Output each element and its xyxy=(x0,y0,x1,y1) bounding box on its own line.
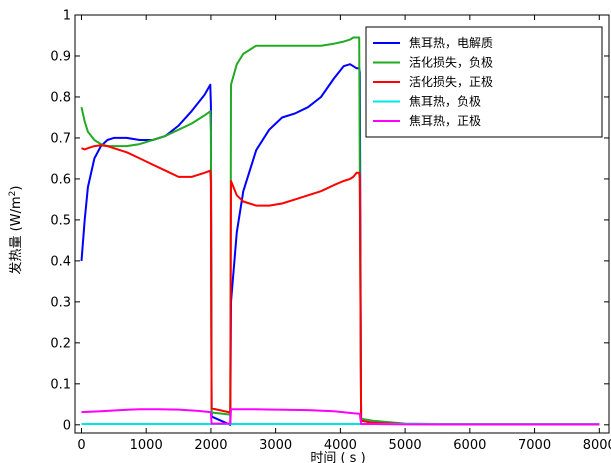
series-line-3 xyxy=(81,144,600,426)
y-tick-label: 0.7 xyxy=(50,131,71,146)
y-tick-label: 0.3 xyxy=(50,295,71,310)
x-axis-title: 时间 ( s ) xyxy=(310,451,365,463)
y-tick-label: 0.2 xyxy=(50,336,71,351)
y-tick-label: 0.9 xyxy=(50,49,71,64)
legend-label: 活化损失，正极 xyxy=(409,74,493,89)
series-layer xyxy=(80,36,600,426)
legend-label: 活化损失，负极 xyxy=(409,55,493,70)
y-tick-label: 0.1 xyxy=(50,377,71,392)
x-tick-label: 3000 xyxy=(259,438,292,453)
legend-label: 焦耳热，电解质 xyxy=(409,36,493,50)
series-line-2 xyxy=(80,36,600,426)
y-tick-label: 0 xyxy=(63,418,71,433)
y-axis-title: 发热量 (W/m2) xyxy=(8,186,24,275)
x-tick-label: 1000 xyxy=(130,438,163,453)
y-tick-label: 0.8 xyxy=(50,90,71,105)
x-tick-label: 2000 xyxy=(194,438,227,453)
x-tick-label: 4000 xyxy=(324,438,357,453)
y-tick-label: 0.4 xyxy=(50,254,71,269)
y-axis-title-close: ) xyxy=(9,186,24,191)
y-tick-label: 1 xyxy=(63,9,71,24)
legend-label: 焦耳热，正极 xyxy=(409,114,481,128)
y-axis-title-main: 发热量 (W/m xyxy=(8,196,24,274)
y-tick-label: 0.5 xyxy=(50,213,71,228)
legend-label: 焦耳热，负极 xyxy=(409,95,481,109)
x-tick-label: 7000 xyxy=(518,438,551,453)
y-axis-title-group: 发热量 (W/m2) xyxy=(8,186,24,275)
x-tick-label: 0 xyxy=(77,438,85,453)
y-axis-ticks: 0 0.1 0.2 0.3 0.4 0.5 0.6 0.7 0.8 0.9 1 xyxy=(50,9,609,433)
legend-box xyxy=(365,26,603,138)
y-tick-label: 0.6 xyxy=(50,172,71,187)
y-axis-title-superscript: 2 xyxy=(8,191,18,197)
series-line-5 xyxy=(81,408,600,426)
x-tick-label: 6000 xyxy=(453,438,486,453)
x-tick-label: 5000 xyxy=(389,438,422,453)
